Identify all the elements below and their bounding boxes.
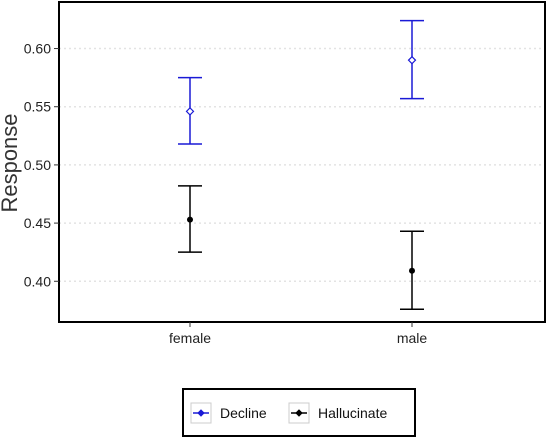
y-axis-title: Response: [0, 113, 22, 212]
data-point: [409, 267, 415, 274]
data-point: [185, 107, 195, 116]
data-point: [407, 55, 417, 65]
y-tick-label: 0.45: [24, 215, 51, 231]
grid-lines: [59, 47, 545, 283]
y-tick-label: 0.50: [24, 157, 51, 173]
x-axis: female male: [169, 322, 427, 346]
y-axis: 0.40 0.45 0.50 0.55 0.60: [24, 41, 59, 289]
legend-label: Hallucinate: [318, 405, 387, 421]
x-tick-label: female: [169, 330, 211, 346]
legend-label: Decline: [220, 405, 267, 421]
y-tick-label: 0.60: [24, 41, 51, 57]
legend: Decline Hallucinate: [182, 388, 416, 437]
data-point: [187, 216, 193, 223]
y-tick-label: 0.55: [24, 99, 51, 115]
legend-key-marker: [295, 409, 303, 417]
plot-panel-border: [58, 1, 546, 323]
y-tick-label: 0.40: [24, 273, 51, 289]
legend-key-marker: [197, 409, 205, 417]
chart-marks: [178, 19, 424, 310]
x-tick-label: male: [397, 330, 428, 346]
